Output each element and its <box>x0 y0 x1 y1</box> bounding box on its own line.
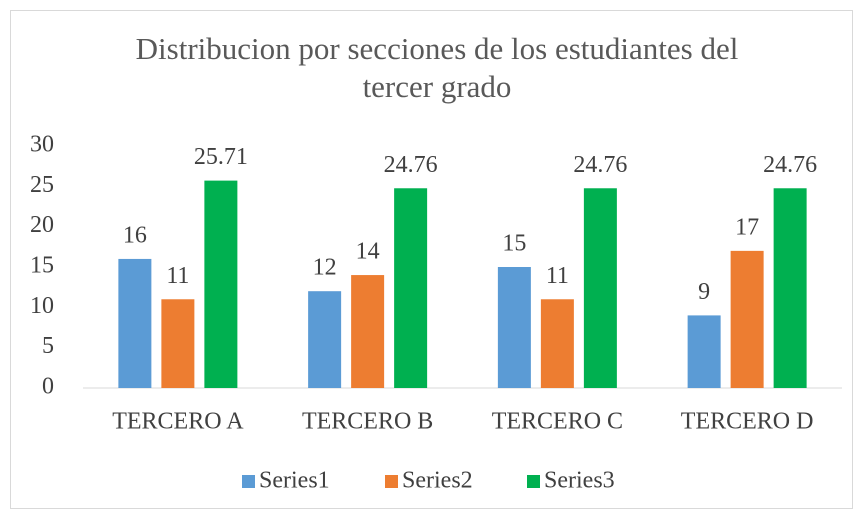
data-label: 24.76 <box>573 152 627 178</box>
data-label: 24.76 <box>763 152 817 178</box>
legend-swatch <box>527 475 540 488</box>
bar <box>540 299 574 388</box>
legend-label: Series2 <box>402 468 473 494</box>
chart-frame <box>10 10 853 509</box>
chart-title: Distribucion por secciones de los estudi… <box>135 31 739 104</box>
bar <box>118 258 152 388</box>
legend-swatch <box>242 475 255 488</box>
bar <box>730 250 764 388</box>
y-tick-label: 5 <box>42 333 54 359</box>
bar <box>394 188 428 388</box>
y-tick-label: 15 <box>30 253 54 279</box>
data-label: 16 <box>123 222 147 248</box>
data-label: 9 <box>698 279 710 305</box>
bar <box>204 180 238 388</box>
bar <box>351 275 385 388</box>
bar <box>583 188 617 388</box>
bar <box>687 315 721 388</box>
x-tick-label: TERCERO D <box>681 409 814 435</box>
y-tick-label: 20 <box>30 212 54 238</box>
x-tick-label: TERCERO C <box>492 409 623 435</box>
data-label: 14 <box>356 239 380 265</box>
x-tick-label: TERCERO B <box>302 409 433 435</box>
bar <box>308 291 342 388</box>
legend-swatch <box>385 475 398 488</box>
bar <box>773 188 807 388</box>
y-tick-label: 0 <box>42 374 54 400</box>
legend-label: Series3 <box>544 468 615 494</box>
y-tick-label: 30 <box>30 132 54 158</box>
data-label: 11 <box>546 263 569 289</box>
data-label: 15 <box>502 231 526 257</box>
y-tick-label: 10 <box>30 293 54 319</box>
data-label: 24.76 <box>384 152 438 178</box>
bar <box>497 267 531 388</box>
x-tick-label: TERCERO A <box>112 409 244 435</box>
y-tick-label: 25 <box>30 172 54 198</box>
bar <box>161 299 195 388</box>
legend-label: Series1 <box>259 468 330 494</box>
data-label: 12 <box>313 255 337 281</box>
data-label: 17 <box>735 214 759 240</box>
data-label: 25.71 <box>194 144 248 170</box>
data-label: 11 <box>166 263 189 289</box>
